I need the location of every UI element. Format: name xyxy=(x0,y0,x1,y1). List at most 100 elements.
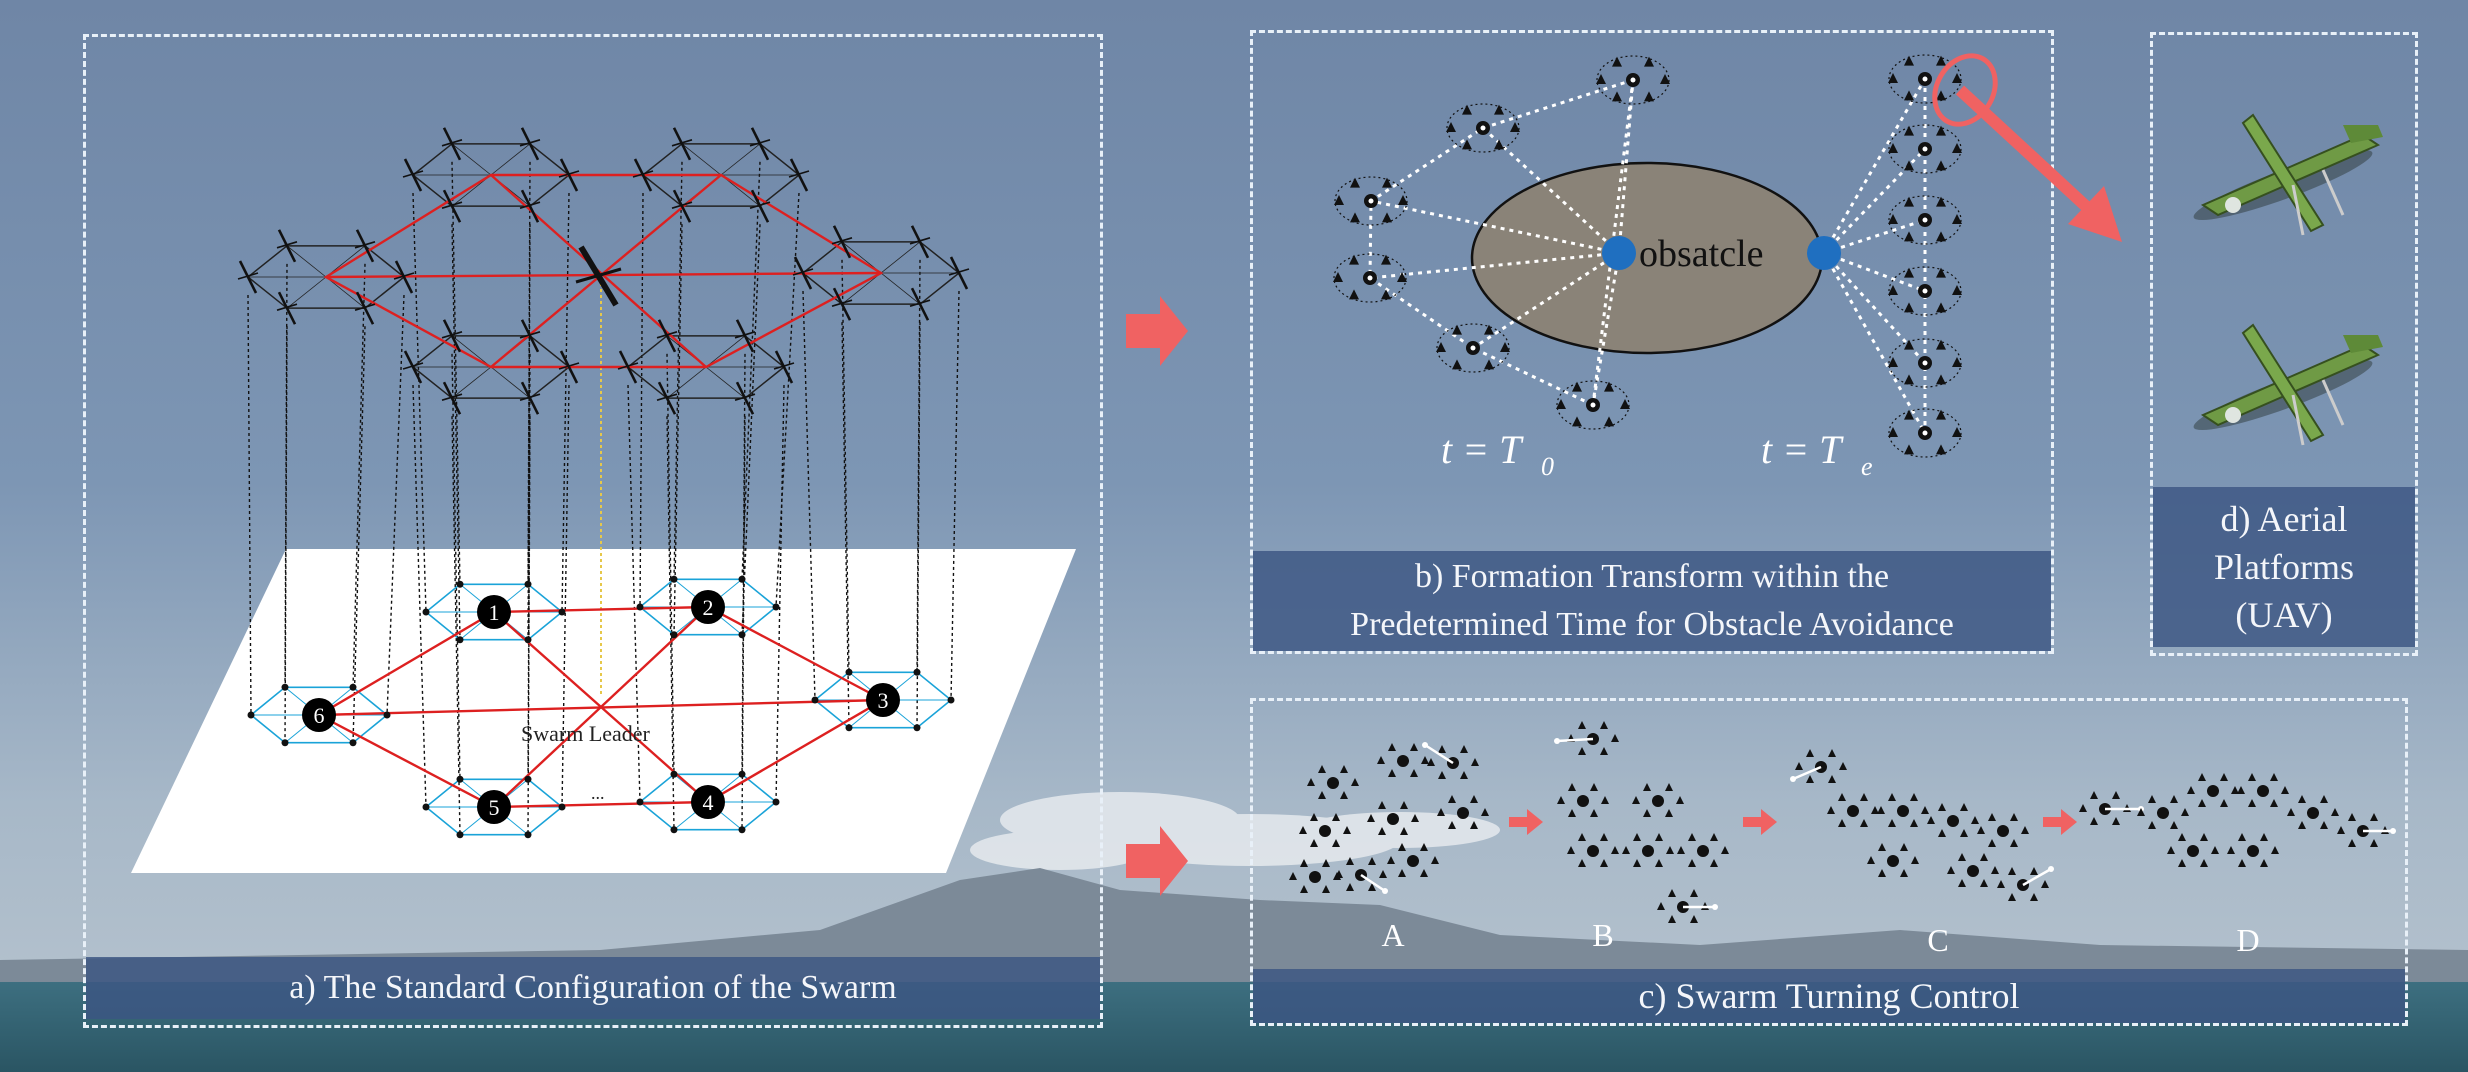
formation-agents xyxy=(1333,54,1962,458)
agent-cluster xyxy=(1446,103,1520,153)
caption-d: d) Aerial Platforms (UAV) xyxy=(2153,487,2415,647)
stage-label-b: B xyxy=(1592,917,1613,953)
ground-dot xyxy=(947,696,955,704)
uav-glyph xyxy=(671,127,693,161)
ground-dot xyxy=(845,724,853,732)
upper-uav-glyphs xyxy=(237,127,970,415)
arrow-to-uav xyxy=(1955,85,2122,242)
uav-glyph xyxy=(441,319,463,353)
mini-cluster xyxy=(2337,813,2396,847)
ground-dot xyxy=(558,803,566,811)
uav-glyph xyxy=(441,127,463,161)
stage-label-a: A xyxy=(1381,917,1404,953)
ground-dot xyxy=(845,668,853,676)
uav-glyph xyxy=(831,287,853,321)
time-start-label: t = T 0 xyxy=(1441,427,1554,481)
svg-text:2: 2 xyxy=(703,595,714,620)
ground-dot xyxy=(524,636,532,644)
mini-cluster xyxy=(1997,866,2054,901)
mini-cluster xyxy=(1289,859,1341,893)
ground-dot xyxy=(524,831,532,839)
uav-glyph xyxy=(558,158,580,192)
svg-text:6: 6 xyxy=(314,703,325,728)
mini-cluster xyxy=(1335,857,1388,894)
agent-cluster xyxy=(1596,55,1670,105)
ground-dot xyxy=(670,770,678,778)
caption-d-line3: (UAV) xyxy=(2235,595,2333,635)
ground-dot xyxy=(349,683,357,691)
uav-glyph xyxy=(402,158,424,192)
agent-cluster xyxy=(1888,124,1962,174)
uav-glyph xyxy=(402,350,424,384)
mini-cluster xyxy=(1557,783,1609,817)
uav-glyph xyxy=(441,189,463,223)
caption-b: b) Formation Transform within the Predet… xyxy=(1253,551,2051,651)
agent-cluster xyxy=(1888,408,1962,458)
uav-glyph xyxy=(788,158,810,192)
mini-cluster xyxy=(1622,833,1674,867)
panel-formation-transform: obsatcle t = T 0 t = T e b) Formation Tr… xyxy=(1250,30,2054,654)
ground-dot xyxy=(281,683,289,691)
mini-cluster xyxy=(1927,803,1979,837)
uav-glyph xyxy=(749,189,771,223)
uav-glyph xyxy=(831,225,853,259)
caption-b-line2: Predetermined Time for Obstacle Avoidanc… xyxy=(1350,606,1954,643)
ground-dot xyxy=(738,575,746,583)
agent-cluster xyxy=(1888,195,1962,245)
uav-glyph xyxy=(441,381,463,415)
svg-text:t = T: t = T xyxy=(1441,427,1524,472)
mini-cluster xyxy=(2187,773,2239,807)
ground-dot xyxy=(811,696,819,704)
ground-dot xyxy=(738,826,746,834)
ground-dot xyxy=(383,711,391,719)
ground-dot xyxy=(247,711,255,719)
ground-plane xyxy=(131,549,1076,873)
ground-dot xyxy=(670,575,678,583)
ground-dot xyxy=(670,826,678,834)
agent-cluster xyxy=(1556,380,1630,430)
svg-text:1: 1 xyxy=(489,600,500,625)
uav-glyph xyxy=(519,319,541,353)
ground-dot xyxy=(738,770,746,778)
uav-glyph xyxy=(632,158,654,192)
mini-cluster xyxy=(1377,743,1429,777)
mini-cluster xyxy=(1387,843,1439,877)
uav-glyph xyxy=(558,350,580,384)
arrow-to-panel-c xyxy=(1126,826,1188,896)
swarm-configuration-diagram: 1 2 3 4 5 6 Swarm Leader ... xyxy=(131,127,1076,873)
ground-dot xyxy=(558,608,566,616)
mini-cluster xyxy=(1827,793,1879,827)
mini-cluster xyxy=(1632,783,1684,817)
agent-cluster xyxy=(1888,338,1962,388)
ground-agent-dots xyxy=(247,575,955,839)
uav-glyph xyxy=(671,189,693,223)
uav-glyph xyxy=(519,381,541,415)
mini-cluster xyxy=(2287,795,2339,829)
mini-cluster xyxy=(2227,833,2279,867)
caption-c: c) Swarm Turning Control xyxy=(1253,969,2405,1023)
uav-glyph xyxy=(909,225,931,259)
uav-glyph xyxy=(909,287,931,321)
leader-uav xyxy=(575,245,622,307)
mini-cluster xyxy=(1867,843,1919,877)
ground-dot xyxy=(349,739,357,747)
svg-text:3: 3 xyxy=(878,688,889,713)
uav-model-bottom xyxy=(2193,323,2383,446)
mini-cluster xyxy=(1437,795,1489,829)
agent-cluster xyxy=(1334,176,1408,226)
time-end-label: t = T e xyxy=(1761,427,1873,481)
center-node-end xyxy=(1807,236,1841,270)
ground-dot xyxy=(524,580,532,588)
uav-glyph xyxy=(276,229,298,263)
uav-glyph xyxy=(617,350,639,384)
ground-dot xyxy=(456,775,464,783)
mountains xyxy=(0,868,2468,985)
panel-swarm-turning: A B C D c) Swarm Turning Control xyxy=(1250,698,2408,1026)
uav-glyph xyxy=(393,260,415,294)
uav-illustrations xyxy=(2193,113,2383,446)
projection-lines xyxy=(247,161,960,835)
node-5: 5 xyxy=(477,790,511,824)
stage-arrows xyxy=(1509,809,2077,835)
ground-dot xyxy=(738,631,746,639)
uav-glyph xyxy=(656,381,678,415)
